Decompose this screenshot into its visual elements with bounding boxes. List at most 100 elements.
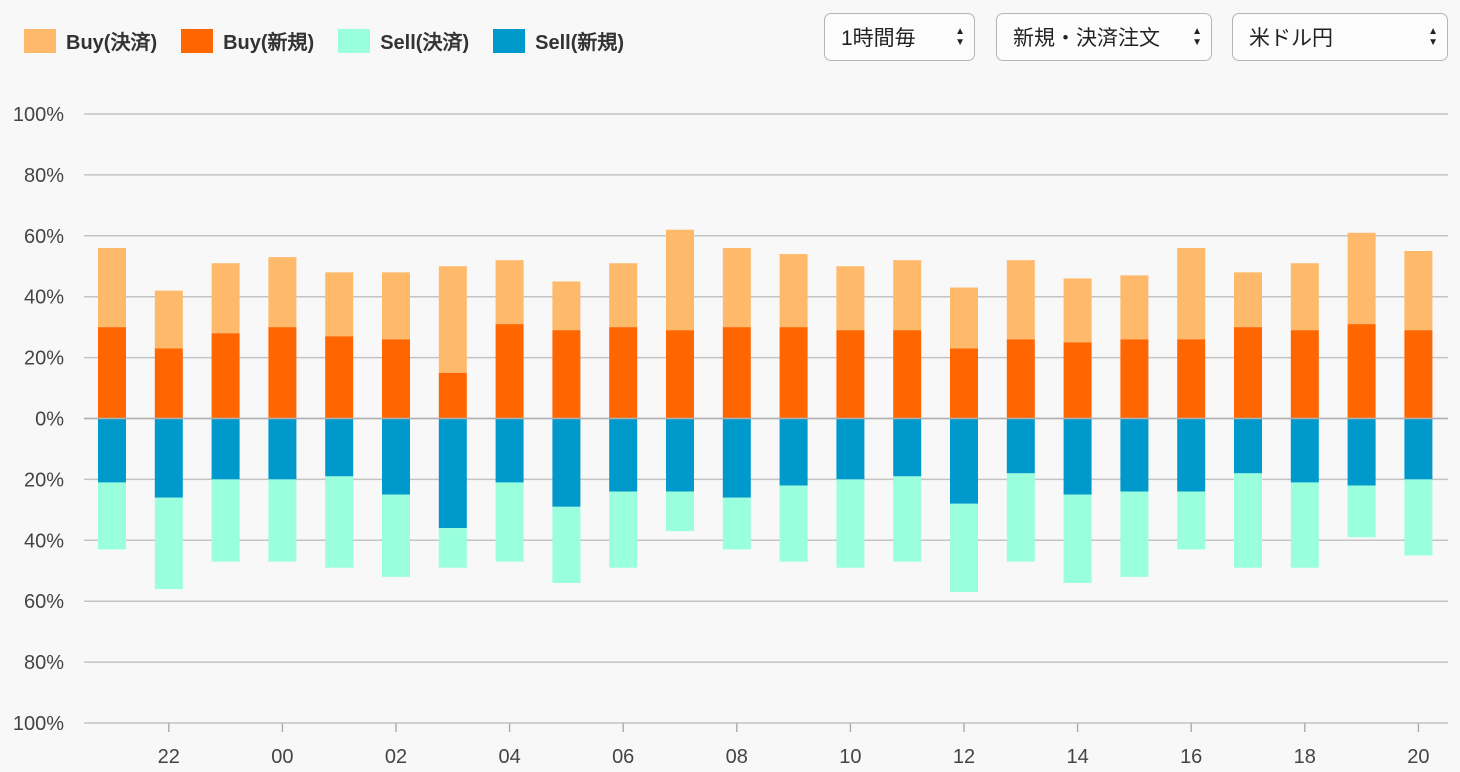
bar-buy-close[interactable] bbox=[325, 272, 354, 337]
bar-buy-new[interactable] bbox=[1063, 342, 1092, 419]
bar-buy-new[interactable] bbox=[325, 336, 354, 419]
bar-buy-new[interactable] bbox=[1120, 339, 1149, 419]
bar-sell-close[interactable] bbox=[438, 528, 467, 568]
bar-sell-close[interactable] bbox=[609, 491, 638, 568]
bar-sell-new[interactable] bbox=[552, 418, 581, 507]
bar-buy-close[interactable] bbox=[1120, 275, 1149, 340]
interval-select[interactable]: 1時間毎 ▲ ▼ bbox=[824, 13, 975, 61]
bar-sell-new[interactable] bbox=[98, 418, 126, 483]
bar-buy-new[interactable] bbox=[98, 327, 126, 419]
bar-buy-close[interactable] bbox=[779, 254, 808, 328]
bar-sell-close[interactable] bbox=[382, 494, 410, 577]
bar-buy-new[interactable] bbox=[1290, 330, 1319, 419]
currency-select[interactable]: 米ドル円 ▲ ▼ bbox=[1232, 13, 1448, 61]
bar-sell-new[interactable] bbox=[1006, 418, 1035, 474]
bar-buy-close[interactable] bbox=[609, 263, 638, 328]
bar-sell-new[interactable] bbox=[1290, 418, 1319, 483]
bar-sell-new[interactable] bbox=[609, 418, 638, 492]
bar-sell-close[interactable] bbox=[722, 497, 751, 550]
bar-sell-close[interactable] bbox=[1290, 482, 1319, 568]
bar-sell-close[interactable] bbox=[1347, 485, 1376, 538]
bar-buy-new[interactable] bbox=[1006, 339, 1035, 419]
bar-sell-close[interactable] bbox=[950, 503, 978, 593]
bar-sell-new[interactable] bbox=[1177, 418, 1206, 492]
bar-sell-close[interactable] bbox=[666, 491, 694, 532]
bar-buy-new[interactable] bbox=[552, 330, 581, 419]
bar-buy-close[interactable] bbox=[1063, 278, 1092, 343]
bar-sell-close[interactable] bbox=[211, 479, 240, 562]
order-type-select[interactable]: 新規・決済注文 ▲ ▼ bbox=[996, 13, 1212, 61]
bar-sell-new[interactable] bbox=[1063, 418, 1092, 495]
bar-sell-close[interactable] bbox=[98, 482, 126, 550]
bar-sell-new[interactable] bbox=[893, 418, 922, 477]
bar-buy-close[interactable] bbox=[438, 266, 467, 373]
bar-buy-close[interactable] bbox=[1177, 247, 1206, 340]
bar-buy-close[interactable] bbox=[211, 263, 240, 334]
bar-sell-new[interactable] bbox=[836, 418, 865, 480]
bar-buy-new[interactable] bbox=[382, 339, 410, 419]
bar-sell-close[interactable] bbox=[325, 476, 354, 568]
bar-sell-close[interactable] bbox=[268, 479, 297, 562]
bar-sell-close[interactable] bbox=[154, 497, 183, 590]
bar-buy-close[interactable] bbox=[1347, 232, 1376, 325]
bar-sell-close[interactable] bbox=[893, 476, 922, 562]
bar-buy-close[interactable] bbox=[495, 260, 524, 325]
bar-sell-new[interactable] bbox=[950, 418, 978, 504]
bar-buy-new[interactable] bbox=[1404, 330, 1433, 419]
bar-buy-new[interactable] bbox=[836, 330, 865, 419]
legend-item-sell-new[interactable]: Sell(新規) bbox=[493, 26, 624, 55]
bar-sell-new[interactable] bbox=[1120, 418, 1149, 492]
bar-sell-new[interactable] bbox=[438, 418, 467, 529]
bar-buy-close[interactable] bbox=[1234, 272, 1262, 328]
bar-buy-new[interactable] bbox=[495, 324, 524, 419]
bar-sell-close[interactable] bbox=[1006, 473, 1035, 562]
bar-sell-new[interactable] bbox=[1404, 418, 1433, 480]
bar-buy-new[interactable] bbox=[438, 372, 467, 419]
bar-sell-close[interactable] bbox=[1177, 491, 1206, 550]
bar-sell-new[interactable] bbox=[666, 418, 694, 492]
bar-sell-new[interactable] bbox=[1234, 418, 1262, 474]
bar-sell-new[interactable] bbox=[325, 418, 354, 477]
bar-buy-new[interactable] bbox=[722, 327, 751, 419]
bar-buy-new[interactable] bbox=[1177, 339, 1206, 419]
bar-buy-new[interactable] bbox=[609, 327, 638, 419]
bar-sell-new[interactable] bbox=[211, 418, 240, 480]
bar-buy-new[interactable] bbox=[1347, 324, 1376, 419]
bar-buy-new[interactable] bbox=[211, 333, 240, 419]
bar-sell-close[interactable] bbox=[1063, 494, 1092, 583]
bar-buy-close[interactable] bbox=[382, 272, 410, 340]
bar-buy-close[interactable] bbox=[836, 266, 865, 331]
bar-sell-close[interactable] bbox=[1234, 473, 1262, 568]
bar-sell-new[interactable] bbox=[1347, 418, 1376, 486]
legend-item-buy-new[interactable]: Buy(新規) bbox=[181, 26, 314, 55]
bar-buy-close[interactable] bbox=[1290, 263, 1319, 331]
bar-sell-new[interactable] bbox=[722, 418, 751, 498]
bar-buy-close[interactable] bbox=[1404, 251, 1433, 331]
bar-buy-new[interactable] bbox=[268, 327, 297, 419]
bar-buy-close[interactable] bbox=[154, 290, 183, 349]
bar-sell-close[interactable] bbox=[779, 485, 808, 562]
bar-buy-new[interactable] bbox=[779, 327, 808, 419]
bar-buy-close[interactable] bbox=[950, 287, 978, 349]
bar-buy-close[interactable] bbox=[268, 257, 297, 328]
bar-buy-new[interactable] bbox=[893, 330, 922, 419]
bar-buy-new[interactable] bbox=[950, 348, 978, 419]
bar-buy-close[interactable] bbox=[666, 229, 694, 331]
legend-item-buy-close[interactable]: Buy(決済) bbox=[24, 26, 157, 55]
bar-buy-new[interactable] bbox=[666, 330, 694, 419]
bar-sell-new[interactable] bbox=[268, 418, 297, 480]
bar-buy-close[interactable] bbox=[893, 260, 922, 331]
bar-sell-close[interactable] bbox=[836, 479, 865, 568]
bar-sell-new[interactable] bbox=[154, 418, 183, 498]
bar-sell-close[interactable] bbox=[1404, 479, 1433, 556]
bar-buy-new[interactable] bbox=[154, 348, 183, 419]
bar-buy-close[interactable] bbox=[98, 247, 126, 328]
bar-sell-new[interactable] bbox=[495, 418, 524, 483]
bar-sell-close[interactable] bbox=[495, 482, 524, 562]
bar-sell-close[interactable] bbox=[552, 506, 581, 583]
bar-buy-close[interactable] bbox=[552, 281, 581, 331]
bar-buy-new[interactable] bbox=[1234, 327, 1262, 419]
bar-buy-close[interactable] bbox=[722, 247, 751, 328]
bar-sell-new[interactable] bbox=[779, 418, 808, 486]
bar-sell-new[interactable] bbox=[382, 418, 410, 495]
